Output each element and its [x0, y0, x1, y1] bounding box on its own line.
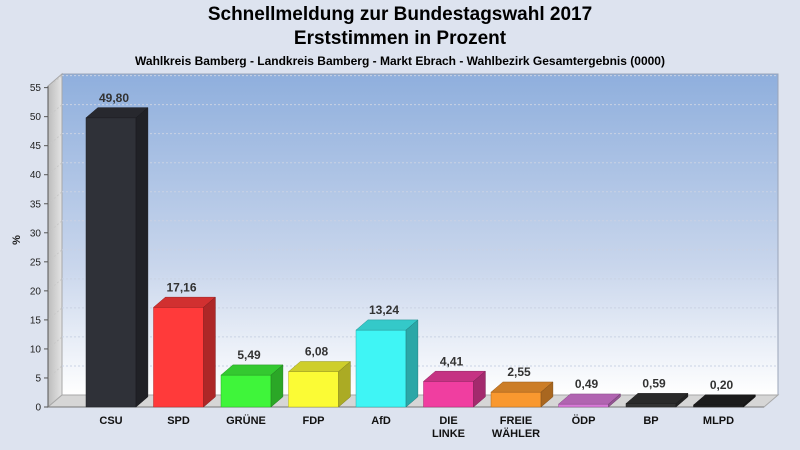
bar-front: [558, 403, 609, 408]
side-wall: [47, 72, 63, 409]
bar-front: [423, 381, 474, 408]
bar-afd: 13,24: [355, 303, 419, 408]
bar-spd: 17,16: [152, 280, 217, 408]
data-label: 4,41: [440, 354, 464, 368]
gridline-side: [47, 220, 63, 234]
data-label: 0,20: [710, 378, 734, 392]
gridline-side: [47, 104, 63, 118]
gridline-side: [47, 365, 63, 379]
chart-subtitle: Wahlkreis Bamberg - Landkreis Bamberg - …: [135, 54, 665, 68]
y-tick-label: 50: [30, 112, 42, 123]
bar-grüne: 5,49: [220, 348, 284, 408]
bar-freie-wähler: 2,55: [490, 365, 554, 408]
x-tick-label: WÄHLER: [492, 427, 540, 440]
data-label: 2,55: [507, 365, 531, 379]
bar-bp: 0,59: [625, 377, 689, 408]
bar-front: [355, 329, 407, 408]
y-tick-label: 20: [30, 286, 42, 297]
chart-title-line2: Erststimmen in Prozent: [293, 28, 507, 49]
x-tick-label: AfD: [371, 415, 391, 427]
data-label: 49,80: [99, 91, 129, 105]
y-tick-label: 0: [35, 403, 41, 414]
data-label: 0,59: [642, 377, 666, 391]
bar-side: [203, 296, 216, 408]
x-tick-label: FREIE: [500, 415, 532, 427]
bar-ödp: 0,49: [557, 377, 622, 408]
x-tick-label: BP: [643, 415, 658, 427]
bar-side: [270, 364, 284, 408]
bar-front: [625, 403, 677, 408]
bar-csu: 49,80: [85, 91, 149, 408]
bar-die-linke: 4,41: [422, 354, 487, 408]
x-tick-label: FDP: [303, 415, 325, 427]
x-tick-label: GRÜNE: [226, 414, 266, 427]
x-tick-label: ÖDP: [572, 414, 596, 427]
x-tick-label: LINKE: [432, 428, 465, 440]
gridline-side: [47, 162, 63, 176]
bar-side: [743, 394, 756, 408]
x-tick-label: CSU: [99, 415, 122, 427]
y-tick-label: 15: [30, 315, 42, 326]
data-label: 6,08: [305, 345, 329, 359]
y-tick-label: 40: [30, 170, 42, 181]
y-axis-label: %: [11, 235, 23, 245]
bar-front: [153, 307, 204, 408]
bar-side: [608, 393, 621, 408]
bar-side: [405, 319, 419, 408]
bar-fdp: 6,08: [287, 345, 352, 408]
data-label: 0,49: [575, 377, 599, 391]
bar-side: [135, 107, 149, 408]
data-label: 13,24: [369, 303, 399, 317]
y-tick-label: 45: [30, 141, 42, 152]
bar-mlpd: 0,20: [692, 378, 757, 408]
gridline-side: [47, 133, 63, 147]
gridline-side: [47, 191, 63, 205]
bar-side: [675, 392, 689, 408]
x-tick-label: DIE: [439, 415, 457, 427]
y-tick-label: 35: [30, 199, 42, 210]
bar-front: [85, 117, 137, 408]
bar-front: [693, 404, 744, 408]
bar-side: [540, 381, 554, 408]
gridline-side: [47, 75, 63, 88]
gridline-side: [47, 278, 63, 292]
x-tick-label: MLPD: [703, 415, 734, 427]
data-label: 5,49: [237, 348, 261, 362]
y-tick-label: 25: [30, 257, 42, 268]
bar-side: [473, 370, 486, 408]
gridline-side: [47, 307, 63, 321]
gridline-side: [47, 249, 63, 263]
y-tick-label: 30: [30, 228, 42, 239]
y-tick-label: 55: [30, 83, 42, 94]
y-tick-label: 10: [30, 344, 42, 355]
gridline-side: [47, 336, 63, 350]
y-tick-label: 5: [35, 373, 41, 384]
data-label: 17,16: [166, 280, 196, 294]
bar-front: [220, 374, 272, 408]
bar-front: [490, 391, 542, 408]
bar-side: [338, 360, 351, 408]
chart-title: Schnellmeldung zur Bundestagswahl 2017: [207, 4, 593, 25]
x-tick-label: SPD: [167, 415, 190, 427]
bar-front: [288, 371, 339, 408]
